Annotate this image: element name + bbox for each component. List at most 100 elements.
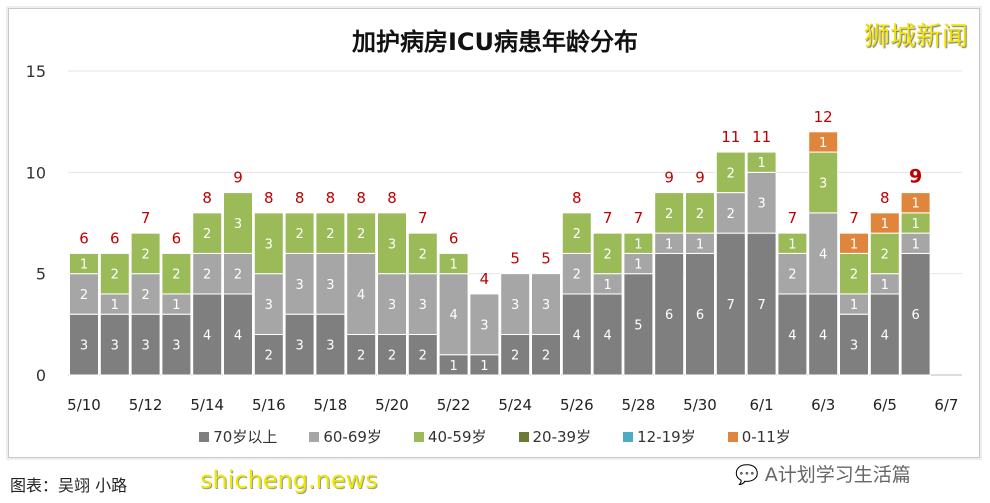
segment-value-label: 2 — [573, 227, 581, 242]
bar-segment — [808, 151, 839, 214]
total-label: 5 — [541, 250, 551, 268]
segment-value-label: 3 — [850, 339, 858, 354]
legend-item: 40-59岁 — [413, 426, 487, 447]
segment-value-label: 3 — [295, 339, 303, 354]
segment-value-label: 1 — [80, 258, 88, 273]
bar-segment — [469, 293, 500, 356]
total-label: 11 — [721, 128, 740, 146]
bar-segment — [561, 252, 592, 295]
x-tick-label: 5/18 — [314, 396, 348, 414]
total-label: 7 — [788, 209, 798, 227]
segment-value-label: 2 — [203, 268, 211, 283]
legend-label: 12-19岁 — [637, 428, 696, 446]
total-label: 8 — [326, 189, 336, 207]
segment-value-label: 2 — [326, 227, 334, 242]
x-tick-label: 6/5 — [873, 396, 897, 414]
segment-value-label: 2 — [419, 349, 427, 364]
bar-segment — [253, 273, 284, 335]
x-tick-label: 5/14 — [190, 396, 224, 414]
segment-value-label: 2 — [419, 247, 427, 262]
bar-segment — [192, 252, 223, 295]
bar-segment — [715, 232, 746, 376]
segment-value-label: 1 — [696, 237, 704, 252]
bar-segment — [715, 151, 746, 194]
total-label: 8 — [356, 189, 366, 207]
bar-segment — [346, 333, 377, 376]
legend-swatch — [727, 431, 738, 442]
legend-label: 20-39岁 — [532, 428, 592, 446]
x-tick-label: 5/30 — [683, 396, 717, 414]
total-label: 8 — [387, 189, 397, 207]
segment-value-label: 4 — [819, 328, 827, 343]
x-tick-label: 5/24 — [498, 396, 532, 414]
x-tick-label: 5/28 — [622, 396, 656, 414]
x-tick-label: 6/1 — [750, 396, 774, 414]
total-label: 8 — [880, 189, 890, 207]
bar-segment — [839, 313, 869, 376]
bar-segment — [407, 333, 438, 376]
segment-value-label: 1 — [850, 237, 858, 252]
legend-label: 40-59岁 — [427, 428, 487, 446]
bar-segment — [315, 313, 346, 376]
y-tick-label: 5 — [36, 265, 46, 284]
bar-segment — [69, 252, 99, 275]
bar-segment — [253, 212, 284, 275]
watermark: shicheng.news — [200, 466, 378, 494]
segment-value-label: 1 — [634, 237, 642, 252]
segment-value-label: 2 — [203, 227, 211, 242]
x-tick-label: 5/22 — [437, 396, 471, 414]
total-label: 6 — [79, 229, 89, 247]
segment-value-label: 1 — [911, 197, 919, 212]
bar-segment — [192, 212, 223, 254]
segment-value-label: 3 — [819, 176, 827, 191]
segment-value-label: 3 — [172, 339, 180, 354]
total-label: 7 — [634, 209, 644, 227]
bar-segment — [407, 232, 438, 275]
legend-item: 0-11岁 — [727, 426, 791, 447]
segment-value-label: 2 — [573, 268, 581, 283]
bar-segment — [284, 313, 315, 376]
segment-value-label: 1 — [819, 136, 827, 151]
segment-value-label: 1 — [449, 359, 457, 374]
segment-value-label: 3 — [480, 318, 488, 333]
total-label: 11 — [752, 128, 771, 146]
segment-value-label: 4 — [449, 308, 457, 323]
x-tick-label: 5/16 — [252, 396, 286, 414]
segment-value-label: 3 — [542, 298, 550, 313]
segment-value-label: 3 — [419, 298, 427, 313]
segment-value-label: 2 — [727, 166, 735, 181]
segment-value-label: 1 — [911, 237, 919, 252]
bar-segment — [438, 252, 469, 275]
segment-value-label: 2 — [141, 288, 149, 303]
bar-segment — [500, 273, 531, 335]
total-label: 9 — [664, 169, 674, 187]
bar-segment — [315, 212, 346, 254]
bar-segment — [161, 313, 192, 376]
segment-value-label: 2 — [295, 227, 303, 242]
segment-value-label: 4 — [603, 328, 611, 343]
bar-segment — [839, 232, 869, 254]
y-tick-label: 0 — [36, 366, 46, 385]
bar-segment — [900, 192, 931, 214]
bar-segment — [284, 212, 315, 254]
bar-segment — [746, 151, 777, 173]
segment-value-label: 2 — [265, 349, 273, 364]
segment-value-label: 3 — [326, 278, 334, 293]
bar-segment — [130, 313, 161, 376]
segment-value-label: 3 — [265, 237, 273, 252]
segment-value-label: 3 — [388, 237, 396, 252]
segment-value-label: 6 — [665, 308, 673, 323]
bar-segment — [130, 232, 161, 275]
segment-value-label: 2 — [727, 207, 735, 222]
total-label: 5 — [510, 250, 520, 268]
segment-value-label: 1 — [850, 298, 858, 313]
segment-value-label: 1 — [480, 359, 488, 374]
segment-value-label: 1 — [665, 237, 673, 252]
bar-segment — [808, 131, 839, 153]
segment-value-label: 5 — [634, 318, 642, 333]
segment-value-label: 7 — [757, 298, 765, 313]
legend-item: 60-69岁 — [309, 426, 382, 447]
segment-value-label: 1 — [911, 217, 919, 232]
bar-segment — [592, 293, 623, 376]
segment-value-label: 2 — [141, 247, 149, 262]
